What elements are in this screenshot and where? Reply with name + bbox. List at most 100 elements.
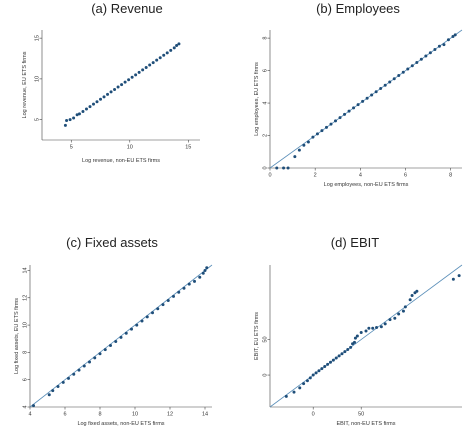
data-point — [370, 93, 374, 97]
data-point — [403, 305, 407, 309]
data-point — [410, 64, 414, 68]
data-point — [410, 294, 414, 298]
y-tick-label: 10 — [34, 76, 40, 82]
data-point — [343, 112, 347, 116]
data-point — [91, 102, 95, 106]
data-point — [116, 85, 120, 89]
data-point — [419, 57, 423, 61]
data-point — [203, 268, 207, 272]
data-point — [72, 116, 76, 120]
data-point — [408, 298, 412, 302]
data-point — [162, 53, 166, 57]
panel-employees: (b) Employees 0 2 4 6 8 0 2 4 6 8 Log employees, n… — [254, 1, 463, 188]
data-point — [120, 83, 124, 87]
y-tick-label: 8 — [22, 351, 28, 354]
data-point — [82, 364, 86, 368]
data-point — [109, 344, 112, 348]
data-point — [446, 38, 450, 42]
data-point — [306, 140, 310, 144]
y-tick-label: 50 — [262, 336, 268, 342]
data-point — [331, 358, 335, 362]
data-point — [433, 47, 437, 51]
data-point — [201, 271, 205, 275]
data-point — [155, 58, 159, 62]
data-point — [415, 289, 419, 293]
data-point — [397, 312, 401, 316]
data-point — [451, 277, 455, 281]
y-tick-label: 12 — [22, 295, 28, 301]
x-tick-label: 8 — [98, 412, 101, 418]
data-point — [401, 309, 405, 313]
data-point — [119, 335, 123, 339]
data-point — [282, 166, 286, 170]
data-point — [453, 33, 457, 37]
data-point — [144, 65, 148, 69]
y-axis-label: Log fixed assets, EU ETS firms — [14, 298, 20, 374]
x-tick-label: 4 — [359, 173, 362, 179]
data-point — [401, 70, 405, 74]
data-point — [352, 106, 356, 110]
y-tick-label: 15 — [34, 35, 40, 41]
data-point — [326, 362, 330, 366]
data-point — [51, 389, 55, 393]
data-point — [392, 77, 396, 81]
x-tick-label: 8 — [449, 173, 452, 179]
x-tick-label: 14 — [202, 412, 208, 418]
data-point — [353, 336, 357, 340]
data-point — [175, 43, 179, 47]
data-point — [329, 122, 333, 126]
data-point — [187, 282, 191, 286]
panel-revenue: (a) Revenue 5 10 15 5 10 15 Log revenue, non-E… — [22, 1, 200, 164]
data-point — [302, 143, 306, 147]
data-point — [275, 166, 279, 170]
data-point — [148, 63, 152, 67]
y-tick-label: 14 — [22, 267, 28, 273]
data-point — [130, 75, 134, 79]
data-point — [424, 54, 428, 58]
panel-title: (d) EBIT — [331, 235, 379, 250]
data-point — [198, 275, 202, 279]
y-tick-label: 4 — [262, 102, 268, 105]
data-point — [383, 83, 387, 87]
data-point — [193, 279, 196, 283]
y-tick-label: 0 — [262, 374, 268, 377]
data-point — [334, 119, 338, 123]
y-axis-label: EBIT, EU ETS firms — [254, 312, 260, 360]
panel-title: (b) Employees — [316, 1, 400, 16]
x-axis-label: EBIT, non-EU ETS firms — [337, 421, 396, 427]
data-point — [72, 372, 76, 376]
panel-title: (c) Fixed assets — [66, 235, 158, 250]
data-point — [113, 87, 117, 91]
data-point — [172, 294, 175, 298]
panel-title: (a) Revenue — [91, 1, 163, 16]
data-point — [156, 307, 160, 311]
data-point — [75, 113, 79, 117]
data-point — [103, 348, 107, 352]
data-point — [114, 339, 118, 343]
data-point — [302, 382, 306, 386]
reference-line — [269, 264, 463, 408]
x-axis-label: Log employees, non-EU ETS firms — [324, 182, 409, 188]
x-tick-label: 5 — [70, 145, 73, 151]
data-point — [442, 43, 446, 47]
data-point — [406, 67, 410, 71]
data-point — [151, 311, 154, 315]
data-point — [428, 51, 432, 55]
data-point — [165, 51, 169, 55]
data-point — [349, 345, 353, 349]
data-point — [323, 365, 327, 369]
data-point — [457, 274, 461, 278]
data-point — [371, 326, 375, 330]
x-tick-label: 0 — [312, 412, 315, 418]
data-point — [317, 369, 321, 373]
data-point — [99, 97, 103, 101]
data-point — [134, 73, 138, 77]
data-point — [311, 135, 315, 139]
data-point — [437, 44, 441, 48]
y-tick-label: 0 — [262, 166, 268, 169]
data-point — [451, 34, 455, 38]
data-point — [124, 331, 128, 335]
data-point — [356, 103, 360, 107]
data-point — [338, 116, 342, 120]
data-point — [145, 315, 149, 319]
